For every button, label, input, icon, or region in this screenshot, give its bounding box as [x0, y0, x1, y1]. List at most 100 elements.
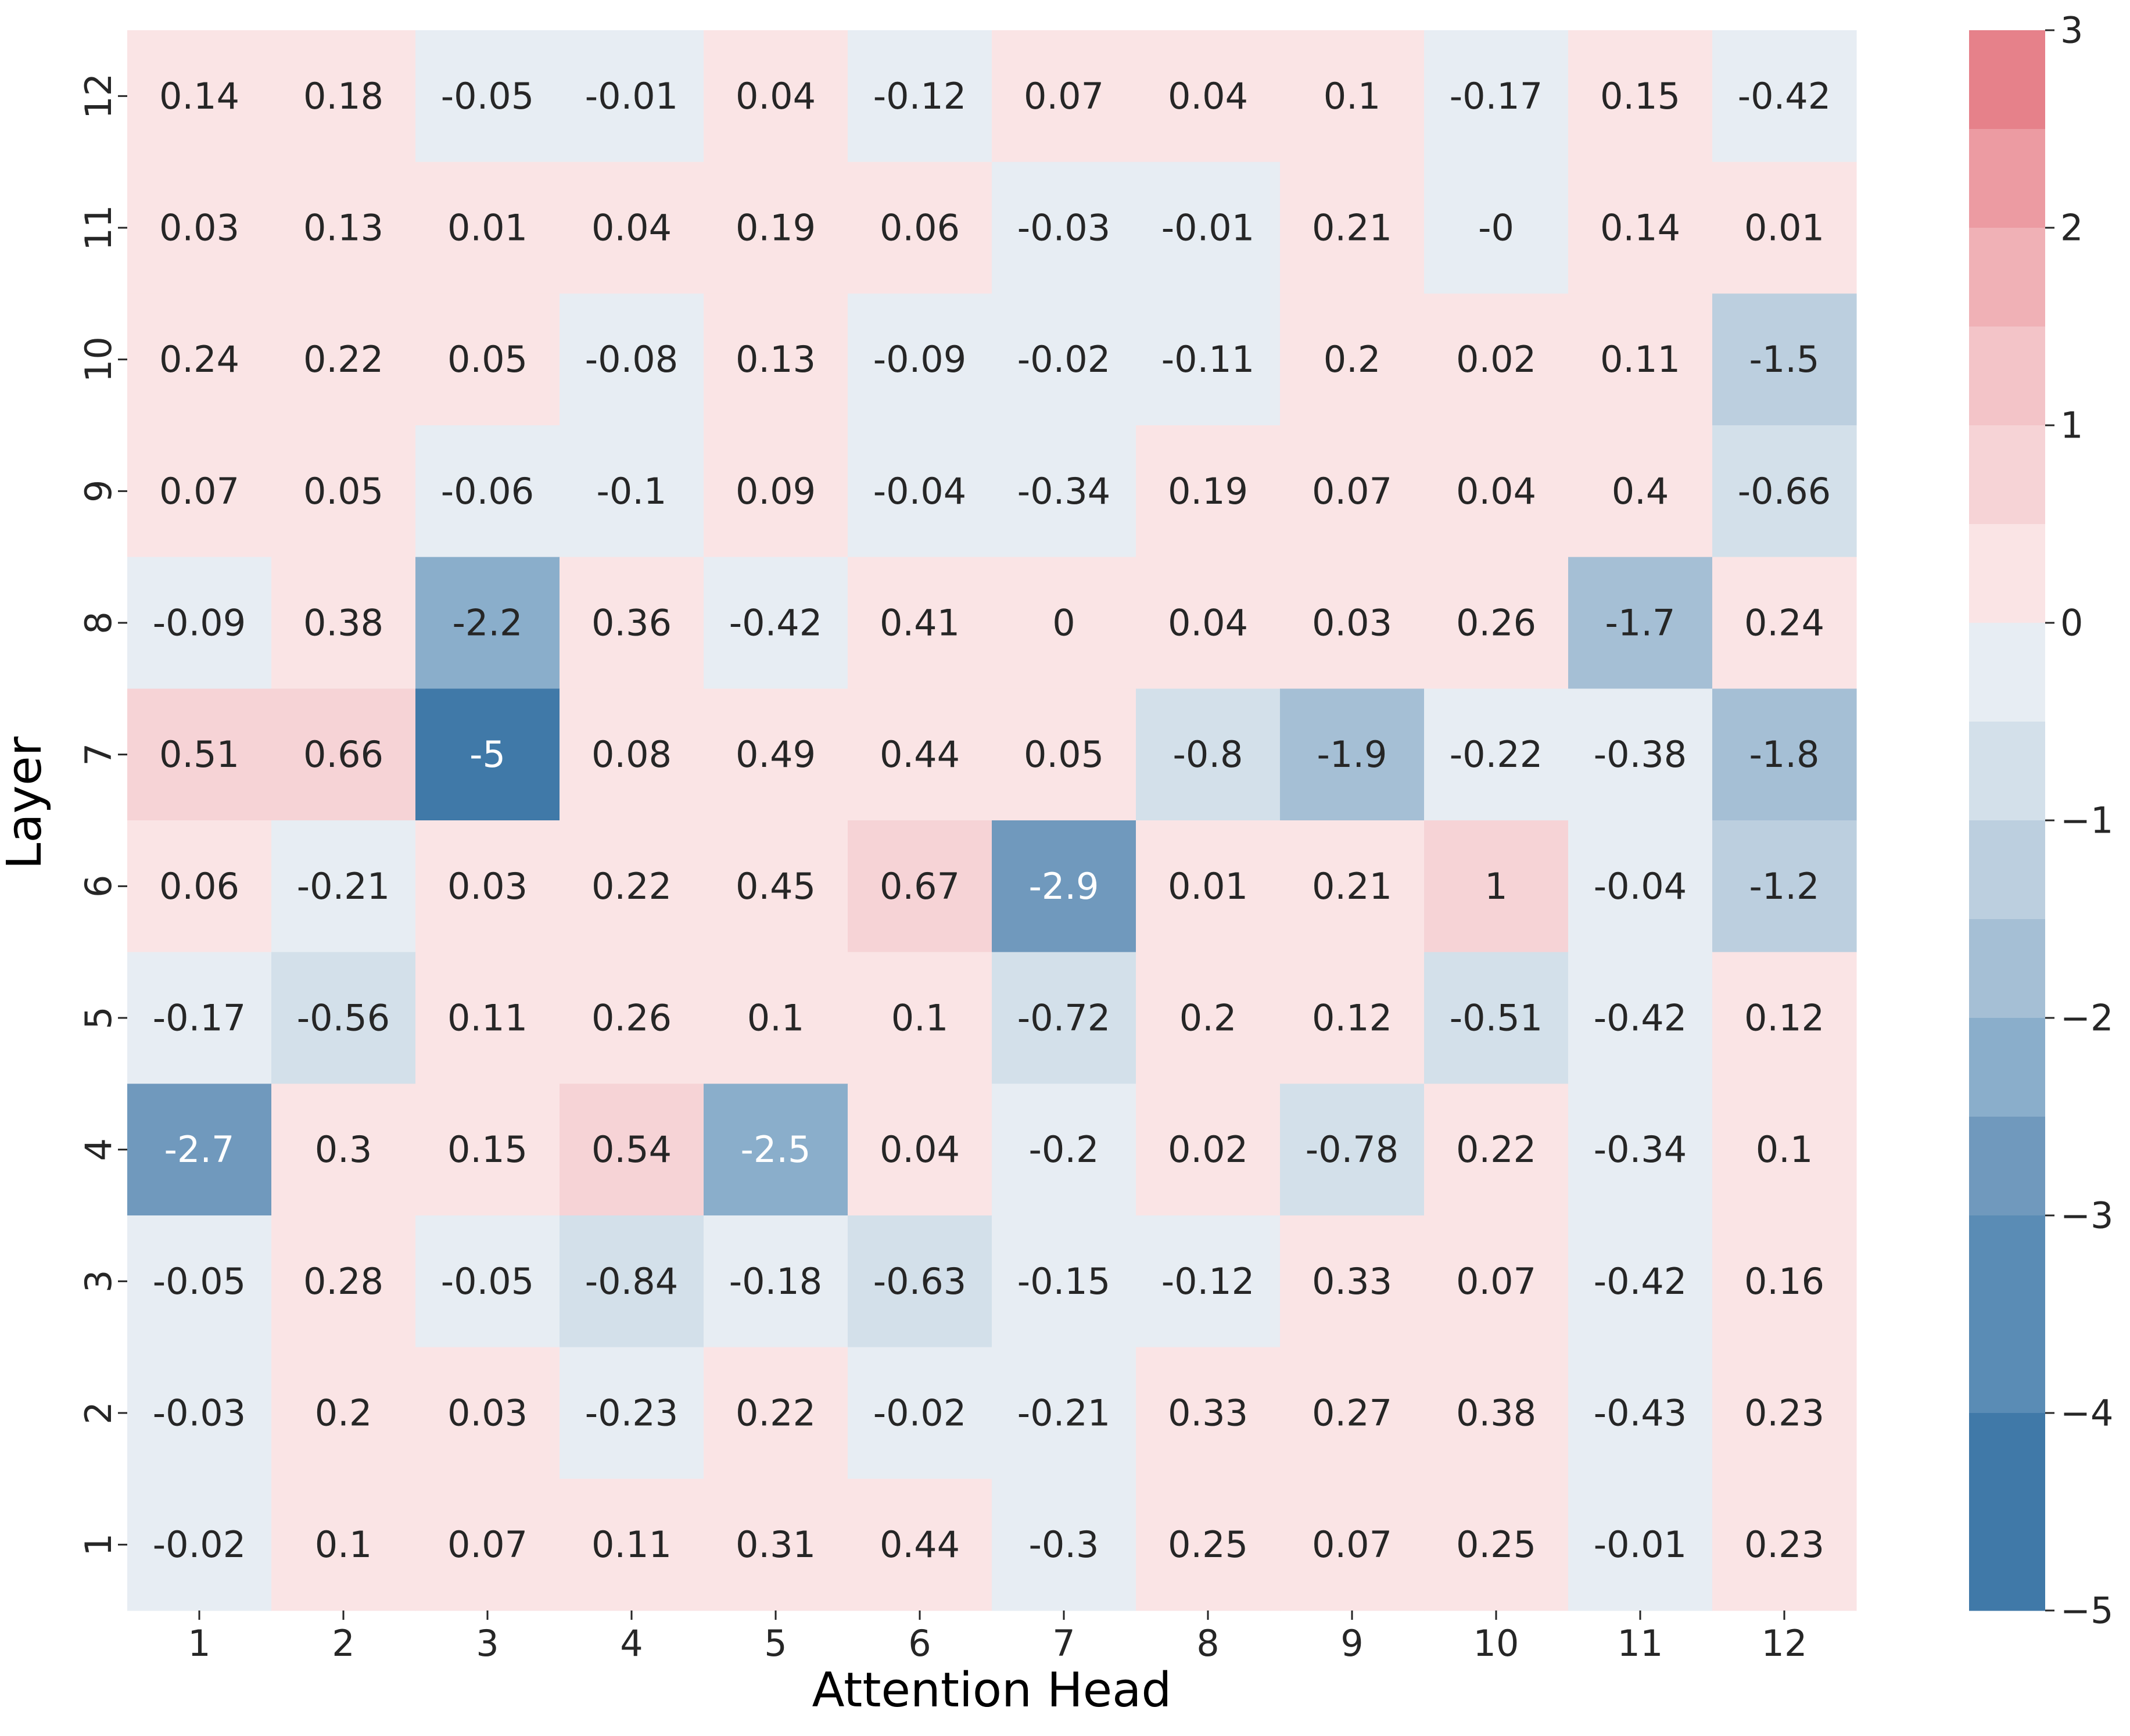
cell-value-label: 0.03: [447, 1392, 528, 1434]
y-tick-label: 9: [77, 480, 120, 503]
y-tick-label: 2: [77, 1401, 120, 1424]
y-tick-label: 7: [77, 743, 120, 766]
heatmap-cell: [560, 688, 704, 821]
heatmap-cell: [1280, 1479, 1425, 1611]
cell-value-label: 0.04: [1168, 602, 1248, 644]
heatmap-cell: [704, 1084, 848, 1216]
cell-value-label: 0.18: [303, 75, 383, 117]
y-axis-ticks: 12 11 10 9 8 7 6 5 4 3 2 1: [77, 73, 127, 1556]
cell-value-label: -0.38: [1594, 733, 1687, 776]
cell-value-label: -0.08: [585, 338, 678, 381]
cell-value-label: -0.02: [873, 1392, 966, 1434]
heatmap-cell: [1136, 557, 1281, 689]
cell-value-label: -0.21: [1017, 1392, 1110, 1434]
cell-value-label: -0.03: [1017, 207, 1110, 249]
heatmap-cell: [1424, 820, 1569, 953]
cell-value-label: 0.05: [303, 470, 383, 512]
cell-value-label: -5: [469, 733, 505, 776]
heatmap-cell: [415, 1084, 560, 1216]
heatmap-cell: [560, 30, 704, 163]
heatmap-cell: [560, 820, 704, 953]
cell-value-label: -0.63: [873, 1260, 966, 1303]
cell-value-label: -1.7: [1605, 602, 1676, 644]
heatmap-cell: [848, 557, 992, 689]
heatmap-cell: [992, 952, 1136, 1084]
x-tick-label: 7: [1052, 1622, 1075, 1665]
heatmap-cell: [992, 425, 1136, 558]
cell-value-label: -1.5: [1749, 338, 1820, 381]
heatmap-cell: [127, 425, 272, 558]
heatmap-cell: [1280, 293, 1425, 426]
y-tick-label: 12: [77, 73, 120, 119]
cell-value-label: -0.34: [1017, 470, 1110, 512]
cell-value-label: -0.02: [1017, 338, 1110, 381]
cell-value-label: -0.18: [729, 1260, 822, 1303]
heatmap-cell: [560, 425, 704, 558]
cell-value-label: 0.25: [1168, 1523, 1248, 1566]
heatmap-cell: [992, 1347, 1136, 1479]
cell-value-label: 0.15: [1600, 75, 1680, 117]
cell-value-label: 0.41: [880, 602, 960, 644]
colorbar-segment: [1969, 327, 2045, 426]
heatmap-cell: [1136, 1479, 1281, 1611]
heatmap-cell: [1712, 1479, 1857, 1611]
heatmap-cell: [1280, 1347, 1425, 1479]
heatmap-cell: [1568, 688, 1713, 821]
colorbar-tick-label: 2: [2060, 207, 2083, 249]
cell-value-label: 0.1: [747, 997, 805, 1039]
heatmap-cell: [127, 952, 272, 1084]
heatmap-cell: [1424, 162, 1569, 294]
colorbar-tick-label: −1: [2060, 799, 2113, 842]
cell-value-label: 0.12: [1744, 997, 1824, 1039]
heatmap-cell: [560, 1347, 704, 1479]
cell-value-label: 0.25: [1456, 1523, 1536, 1566]
cell-value-label: -0.56: [297, 997, 390, 1039]
heatmap-cell: [848, 293, 992, 426]
cell-value-label: -0.05: [441, 1260, 534, 1303]
cell-value-label: 0.02: [1456, 338, 1536, 381]
x-tick-label: 4: [620, 1622, 643, 1665]
y-tick-label: 8: [77, 611, 120, 634]
cell-value-label: 0.06: [880, 207, 960, 249]
cell-value-label: 0.07: [447, 1523, 528, 1566]
heatmap-cell: [992, 162, 1136, 294]
cell-value-label: 0.23: [1744, 1392, 1824, 1434]
x-tick-label: 6: [908, 1622, 931, 1665]
cell-value-label: 0.04: [1456, 470, 1536, 512]
heatmap-cell: [1568, 425, 1713, 558]
cell-value-label: 0.03: [447, 865, 528, 908]
colorbar: [1969, 30, 2045, 1611]
heatmap-cell: [127, 557, 272, 689]
cell-value-label: -0.12: [1161, 1260, 1254, 1303]
cell-value-label: -1.9: [1317, 733, 1387, 776]
cell-value-label: -0.42: [1594, 997, 1687, 1039]
cell-value-label: -0.51: [1450, 997, 1543, 1039]
cell-value-label: 0.13: [303, 207, 383, 249]
cell-value-label: 0.03: [1312, 602, 1392, 644]
heatmap-cell: [1568, 30, 1713, 163]
heatmap-cell: [127, 1084, 272, 1216]
heatmap-cell: [1568, 1347, 1713, 1479]
cell-value-label: 0.01: [1168, 865, 1248, 908]
cell-value-label: 0.14: [159, 75, 239, 117]
cell-value-label: 0.12: [1312, 997, 1392, 1039]
y-tick-label: 1: [77, 1533, 120, 1556]
cell-value-label: 0: [1052, 602, 1075, 644]
colorbar-tick-label: −2: [2060, 997, 2113, 1039]
heatmap-cell: [1568, 1479, 1713, 1611]
cell-value-label: 0.08: [591, 733, 672, 776]
x-tick-label: 8: [1196, 1622, 1219, 1665]
cell-value-label: -0: [1478, 207, 1514, 249]
cell-value-label: -0.04: [873, 470, 966, 512]
y-tick-label: 4: [77, 1138, 120, 1161]
heatmap-cell: [1280, 425, 1425, 558]
heatmap-cell: [1280, 162, 1425, 294]
cell-value-label: 0.04: [591, 207, 672, 249]
heatmap-cell: [127, 1215, 272, 1348]
heatmap-cell: [848, 1084, 992, 1216]
heatmap-cell: [992, 688, 1136, 821]
cell-value-label: 0.02: [1168, 1128, 1248, 1171]
cell-value-label: 0.1: [891, 997, 949, 1039]
cell-value-label: -0.17: [153, 997, 246, 1039]
cell-value-label: -0.8: [1173, 733, 1243, 776]
